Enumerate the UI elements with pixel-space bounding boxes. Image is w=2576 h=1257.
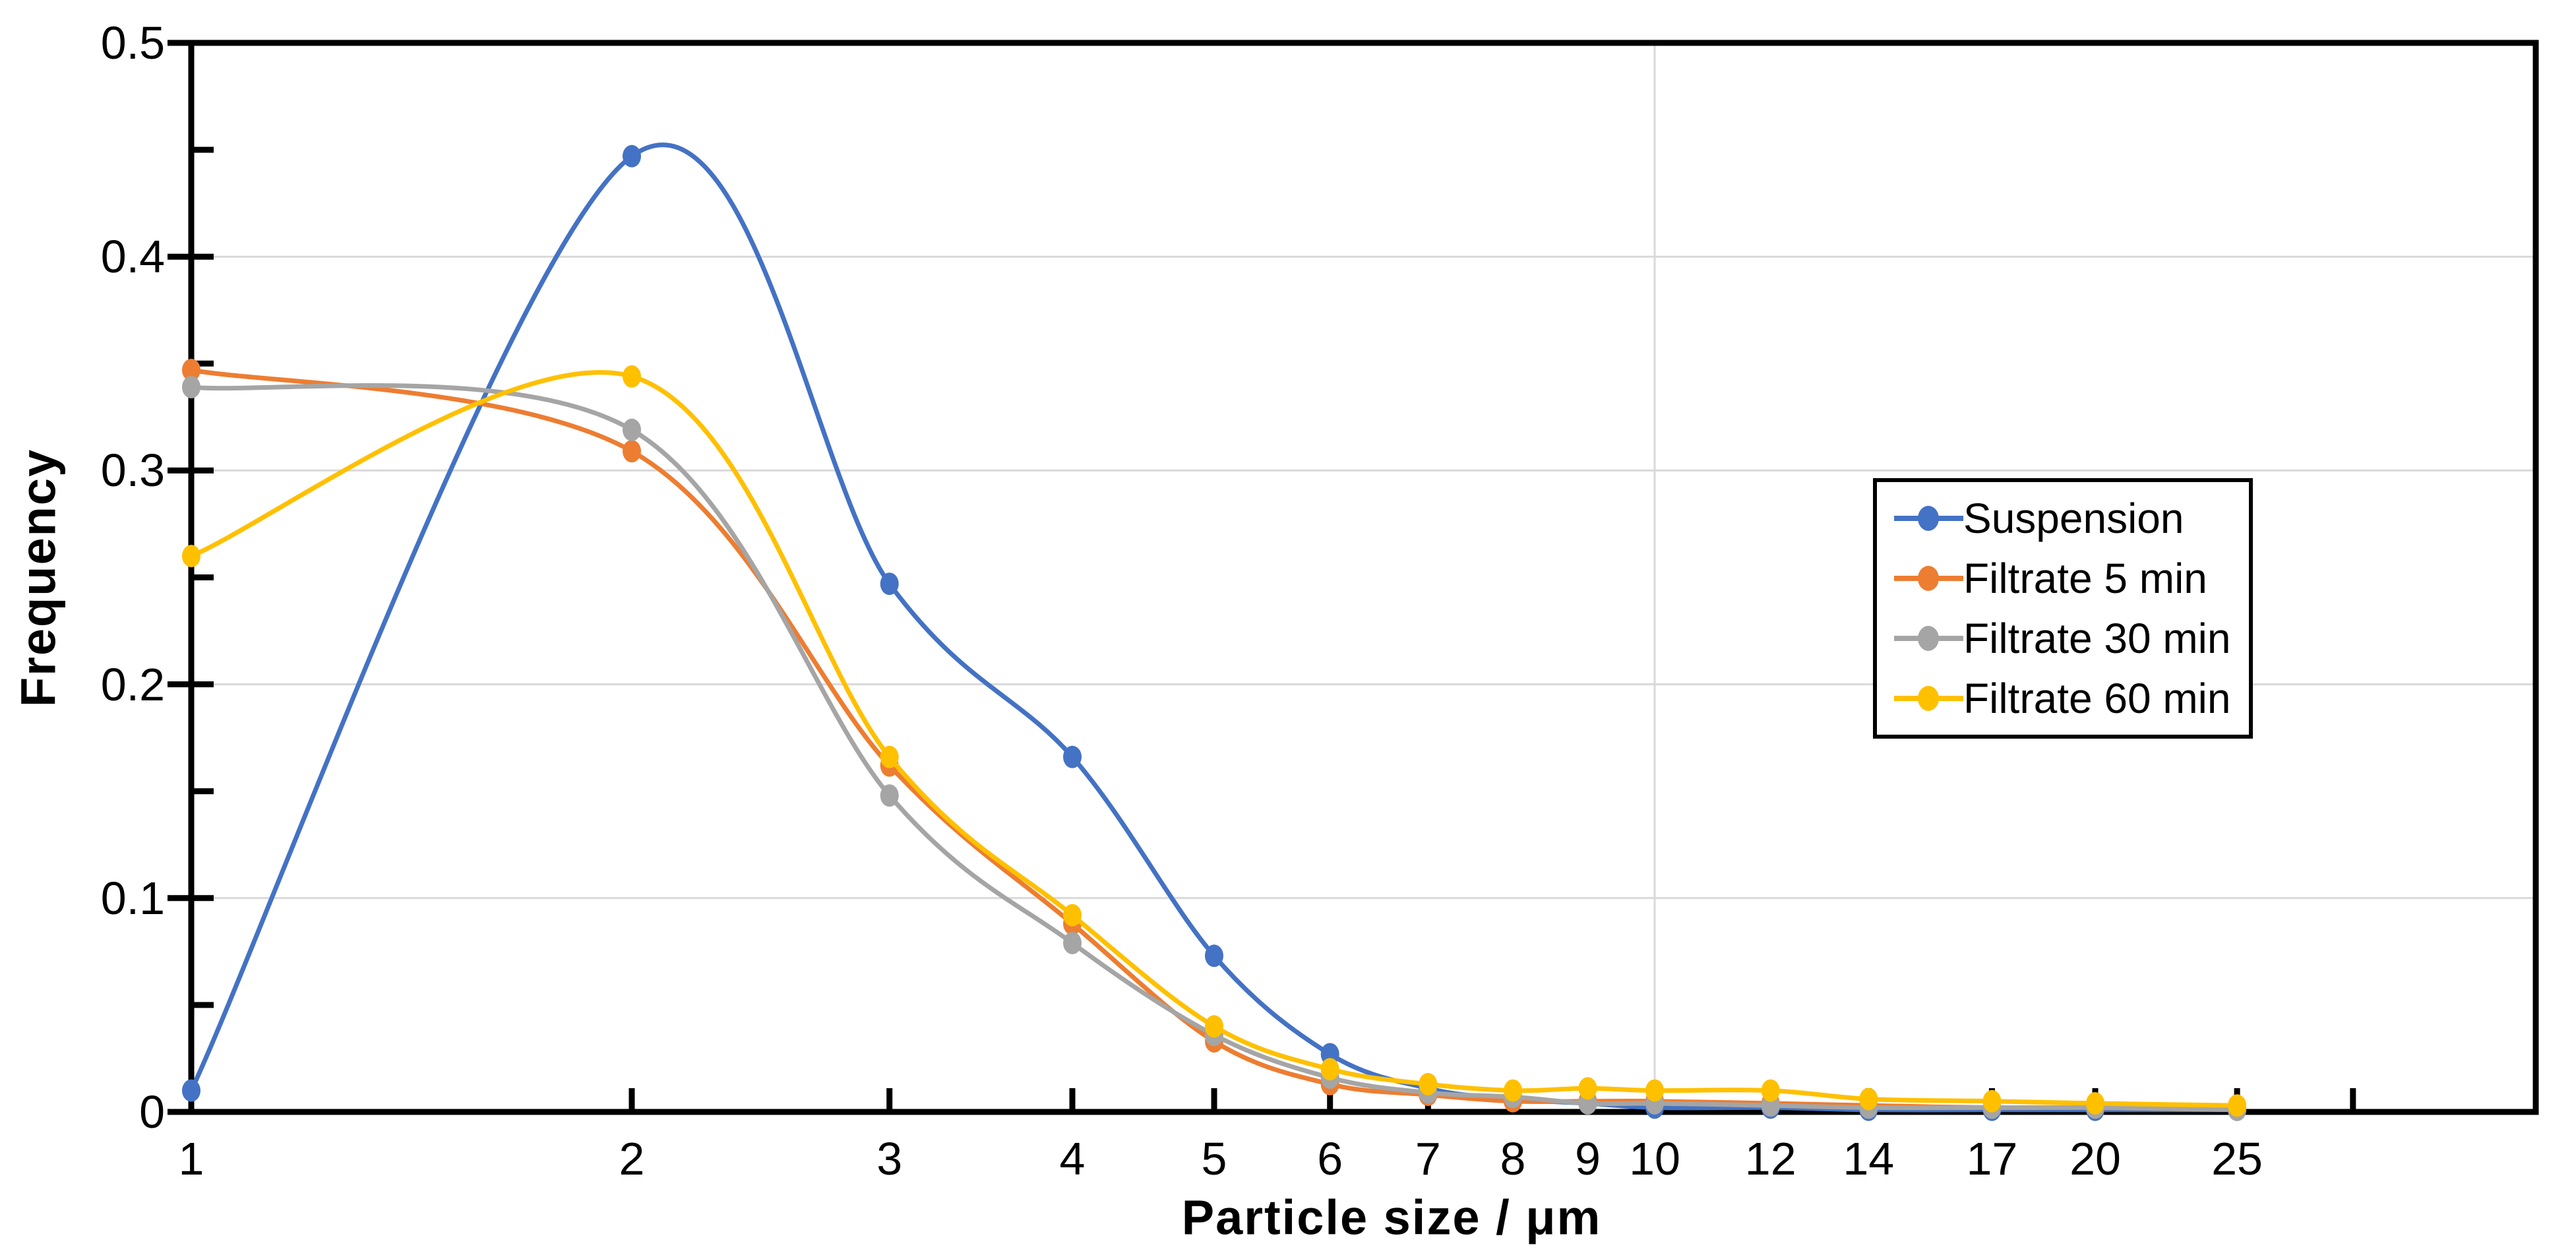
- x-tick-label: 9: [1575, 1133, 1601, 1184]
- data-point-suspension: [1205, 944, 1223, 967]
- data-point-filtrate-60-min: [880, 745, 899, 768]
- data-point-filtrate-5-min: [623, 440, 641, 463]
- x-tick-label: 8: [1500, 1133, 1526, 1184]
- data-point-filtrate-60-min: [623, 365, 641, 388]
- x-tick-label: 3: [876, 1133, 903, 1184]
- legend-item-filtrate-60-min: Filtrate 60 min: [1894, 672, 2249, 725]
- data-point-filtrate-60-min: [1859, 1088, 1878, 1111]
- data-point-suspension: [623, 144, 641, 168]
- legend-item-suspension: Suspension: [1894, 492, 2249, 545]
- x-tick-label: 17: [1966, 1133, 2018, 1184]
- data-point-filtrate-60-min: [1205, 1015, 1223, 1038]
- legend-item-filtrate-5-min: Filtrate 5 min: [1894, 552, 2249, 605]
- x-tick-label: 20: [2070, 1133, 2121, 1184]
- x-tick-label: 2: [619, 1133, 645, 1184]
- y-tick-label: 0.5: [100, 17, 165, 69]
- data-point-filtrate-60-min: [2086, 1092, 2104, 1115]
- y-tick-label: 0.1: [100, 872, 165, 924]
- legend-label: Filtrate 60 min: [1963, 674, 2231, 722]
- data-point-suspension: [880, 572, 899, 596]
- x-tick-label: 14: [1843, 1133, 1895, 1184]
- x-tick-label: 12: [1744, 1133, 1796, 1184]
- x-tick-label: 1: [178, 1133, 204, 1184]
- legend-label: Suspension: [1963, 495, 2184, 543]
- legend-label: Filtrate 5 min: [1963, 555, 2207, 603]
- data-point-filtrate-60-min: [1645, 1079, 1664, 1102]
- x-tick-label: 6: [1317, 1133, 1343, 1184]
- data-point-filtrate-30-min: [182, 376, 200, 398]
- data-point-filtrate-60-min: [1320, 1058, 1339, 1081]
- y-tick-label: 0.4: [100, 231, 165, 283]
- legend-line-marker-icon: [1894, 506, 1963, 532]
- x-tick-label: 10: [1629, 1133, 1680, 1184]
- y-tick-label: 0.2: [100, 658, 165, 710]
- data-point-filtrate-60-min: [2228, 1094, 2247, 1117]
- data-point-filtrate-60-min: [1578, 1077, 1597, 1100]
- data-point-suspension: [1063, 745, 1082, 768]
- data-point-filtrate-30-min: [1063, 931, 1082, 954]
- data-point-filtrate-60-min: [1761, 1079, 1780, 1102]
- data-point-filtrate-60-min: [1982, 1089, 2002, 1113]
- legend-line-marker-icon: [1894, 566, 1963, 592]
- y-tick-label: 0.3: [100, 445, 165, 497]
- data-point-filtrate-5-min: [182, 359, 200, 381]
- x-tick-label: 7: [1415, 1133, 1441, 1184]
- legend-label: Filtrate 30 min: [1963, 614, 2231, 662]
- series-line-filtrate-60-min: [189, 370, 2240, 1108]
- legend-line-marker-icon: [1894, 625, 1963, 651]
- data-point-filtrate-60-min: [1419, 1072, 1438, 1095]
- x-tick-label: 5: [1201, 1133, 1227, 1184]
- data-point-filtrate-60-min: [182, 545, 200, 568]
- legend: Suspension Filtrate 5 min Filtrate 30 min F…: [1873, 478, 2253, 739]
- series-line-filtrate-30-min: [189, 383, 2240, 1113]
- x-axis-title: Particle size / μm: [1181, 1190, 1602, 1245]
- legend-item-filtrate-30-min: Filtrate 30 min: [1894, 612, 2249, 665]
- plot-border: [188, 40, 2539, 1115]
- data-point-filtrate-30-min: [623, 418, 641, 441]
- data-point-filtrate-30-min: [880, 784, 899, 807]
- x-tick-label: 4: [1059, 1133, 1086, 1184]
- x-tick-label: 25: [2211, 1133, 2263, 1184]
- y-tick-label: 0: [139, 1086, 165, 1138]
- data-point-filtrate-60-min: [1063, 904, 1082, 927]
- data-point-filtrate-60-min: [1504, 1079, 1522, 1102]
- legend-line-marker-icon: [1894, 685, 1963, 711]
- data-point-suspension: [182, 1079, 200, 1102]
